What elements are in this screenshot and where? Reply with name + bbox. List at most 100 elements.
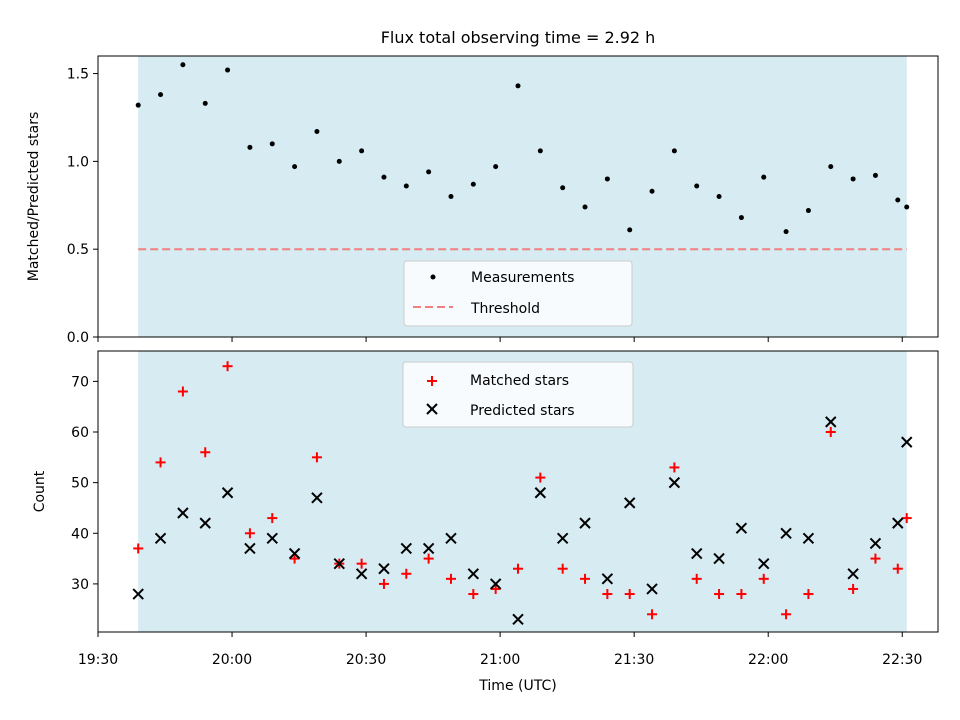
top-y-ticks: 0.0 0.5 1.0 1.5 [67,67,98,346]
x-tick-label: 21:00 [480,652,520,668]
predicted-star-point [713,552,725,565]
predicted-star-point [579,517,591,529]
matched-star-point [244,528,255,539]
matched-star-point [311,452,322,463]
matched-star-point [423,553,434,564]
predicted-star-point [489,578,502,590]
predicted-star-point [333,557,345,570]
matched-star-point [669,462,680,473]
matched-star-point [714,589,725,600]
predicted-star-point [668,476,681,489]
measurement-point [158,92,164,98]
measurement-point [359,148,365,154]
bottom-y-ticks: 30 40 50 60 70 [71,374,98,593]
matched-star-point [825,427,836,438]
bottom-legend: Matched stars Predicted stars [402,361,634,428]
predicted-star-point [422,542,435,555]
measurement-point [716,194,722,199]
predicted-star-point [802,532,815,545]
measurement-point [904,204,910,210]
matched-star-point [647,609,658,620]
predicted-star-point [132,588,144,600]
predicted-star-point [892,517,904,529]
top-legend-box [403,260,633,327]
measurement-point [738,215,744,221]
measurement-point [269,141,275,147]
matched-star-point [445,573,456,584]
matched-star-point [177,386,188,397]
measurement-point [649,188,655,194]
legend-measurements-label: Measurements [471,270,574,286]
measurement-point [537,148,543,154]
measurement-point [850,176,856,182]
matched-star-point [803,589,814,600]
measurement-point [783,229,789,235]
top-y-tick-label: 0.0 [67,330,89,346]
matched-star-point [155,457,166,468]
matched-star-point [535,472,546,483]
legend-measurements-marker [430,274,436,280]
top-y-axis-label: Matched/Predicted stars [26,112,42,282]
measurement-point [761,174,767,180]
bottom-legend-box [402,361,634,428]
bottom-y-tick-label: 60 [71,425,89,441]
matched-star-point [848,583,859,594]
measurement-point [671,148,677,154]
predicted-star-point [154,532,167,545]
predicted-star-point [623,497,636,509]
predicted-star-point [355,568,368,580]
predicted-star-point [691,547,703,560]
measurement-point [403,183,409,189]
legend-predicted-marker [426,403,438,415]
measurement-point [805,208,811,214]
top-x-ticks [97,337,903,342]
bottom-y-tick-label: 40 [71,526,89,542]
measurement-point [381,174,387,180]
bottom-x-ticks: 19:30 20:00 20:30 21:00 21:30 22:00 22:30 [78,632,922,668]
measurement-points [135,62,910,235]
x-tick-label: 21:30 [614,652,654,668]
legend-matched-marker [427,376,437,386]
predicted-star-point [847,568,859,580]
matched-star-point [870,553,881,564]
predicted-star-point [467,568,480,580]
predicted-stars-points [132,416,913,626]
top-y-tick-label: 1.0 [67,154,89,170]
bottom-y-tick-label: 50 [71,476,89,492]
measurement-point [336,158,342,164]
matched-star-point [892,563,903,574]
matched-star-point [901,513,912,524]
predicted-star-point [901,436,913,448]
predicted-star-point [601,573,614,585]
matched-star-point [200,447,211,458]
measurement-point [493,164,499,170]
bottom-y-tick-label: 70 [71,374,89,390]
matched-star-point [289,553,300,564]
matched-star-point [490,583,501,594]
measurement-point [135,102,141,108]
top-plot-frame [97,55,939,338]
matched-star-point [580,573,591,584]
measurement-point [895,197,901,203]
matched-star-point [557,563,568,574]
matched-star-point [736,589,747,600]
x-tick-label: 22:00 [748,652,788,668]
x-tick-label: 19:30 [78,652,118,668]
bottom-y-tick-label: 30 [71,577,89,593]
top-legend: Measurements Threshold [403,260,633,327]
measurement-point [225,67,231,73]
measurement-point [872,172,878,178]
matched-star-point [513,563,523,574]
measurement-point [470,181,476,187]
bottom-y-axis-label: Count [32,470,48,512]
bottom-panel: 19:30 20:00 20:30 21:00 21:30 22:00 22:30 30 40… [32,350,939,694]
predicted-star-point [556,532,569,545]
predicted-star-point [266,532,278,545]
matched-star-point [378,578,389,589]
measurement-point [694,183,700,189]
measurement-point [448,194,454,199]
matched-star-point [781,609,792,620]
measurement-point [515,83,521,89]
matched-star-point [624,589,635,600]
